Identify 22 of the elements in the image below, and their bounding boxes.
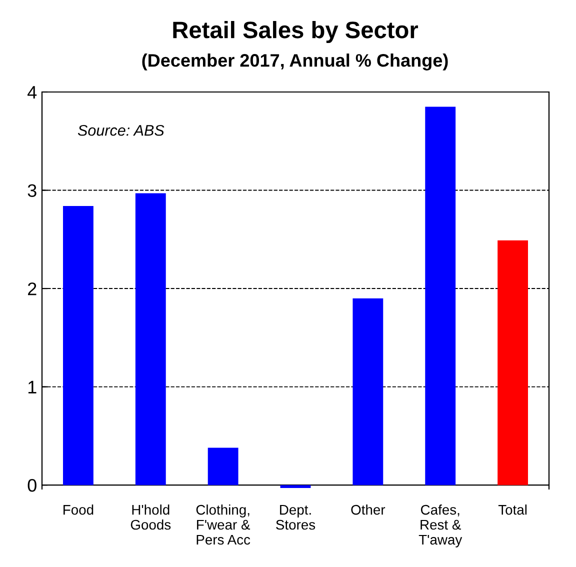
x-tick-label: Food xyxy=(64,504,94,515)
bar xyxy=(498,240,528,486)
bar xyxy=(280,485,311,488)
bar xyxy=(352,298,384,486)
y-tick-label: 3 xyxy=(28,184,36,197)
bar xyxy=(63,206,94,486)
y-tick-label: 4 xyxy=(28,86,37,99)
chart-subtitle: (December 2017, Annual % Change) xyxy=(142,54,448,70)
y-tick-label: 1 xyxy=(28,380,36,394)
y-tick-label: 0 xyxy=(28,479,36,492)
annotation: Source: ABS xyxy=(78,124,164,136)
bar xyxy=(425,106,456,486)
y-tick-label: 2 xyxy=(28,282,36,296)
x-tick-label: Clothing, F'wear & Pers Acc xyxy=(196,504,250,545)
x-tick-label: Dept. Stores xyxy=(276,505,316,530)
x-tick-label: H'hold Goods xyxy=(130,504,171,530)
x-tick-label: Other xyxy=(351,504,386,515)
x-tick-label: Cafes, Rest & T'away xyxy=(418,504,462,548)
bar xyxy=(208,448,238,486)
x-tick-label: Total xyxy=(498,504,527,515)
chart-title: Retail Sales by Sector xyxy=(173,20,418,44)
bar xyxy=(135,193,166,486)
